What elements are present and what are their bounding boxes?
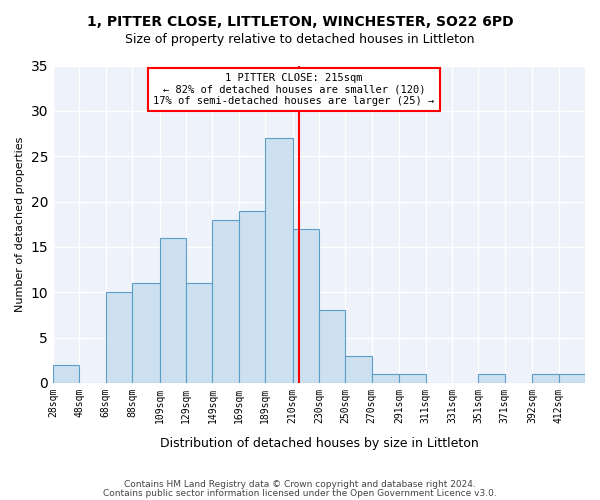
Text: 1 PITTER CLOSE: 215sqm
← 82% of detached houses are smaller (120)
17% of semi-de: 1 PITTER CLOSE: 215sqm ← 82% of detached… [154,73,434,106]
X-axis label: Distribution of detached houses by size in Littleton: Distribution of detached houses by size … [160,437,478,450]
Bar [532,374,559,383]
Text: 1, PITTER CLOSE, LITTLETON, WINCHESTER, SO22 6PD: 1, PITTER CLOSE, LITTLETON, WINCHESTER, … [86,15,514,29]
Bar [319,310,346,383]
Text: Contains public sector information licensed under the Open Government Licence v3: Contains public sector information licen… [103,490,497,498]
Bar [160,238,186,383]
Bar [212,220,239,383]
Y-axis label: Number of detached properties: Number of detached properties [15,136,25,312]
Bar [400,374,425,383]
Bar [53,365,79,383]
Bar [559,374,585,383]
Bar [346,356,371,383]
Bar [132,283,160,383]
Bar [265,138,293,383]
Bar [106,292,132,383]
Bar [293,229,319,383]
Text: Contains HM Land Registry data © Crown copyright and database right 2024.: Contains HM Land Registry data © Crown c… [124,480,476,489]
Bar [478,374,505,383]
Bar [371,374,400,383]
Bar [239,210,265,383]
Text: Size of property relative to detached houses in Littleton: Size of property relative to detached ho… [125,32,475,46]
Bar [186,283,212,383]
